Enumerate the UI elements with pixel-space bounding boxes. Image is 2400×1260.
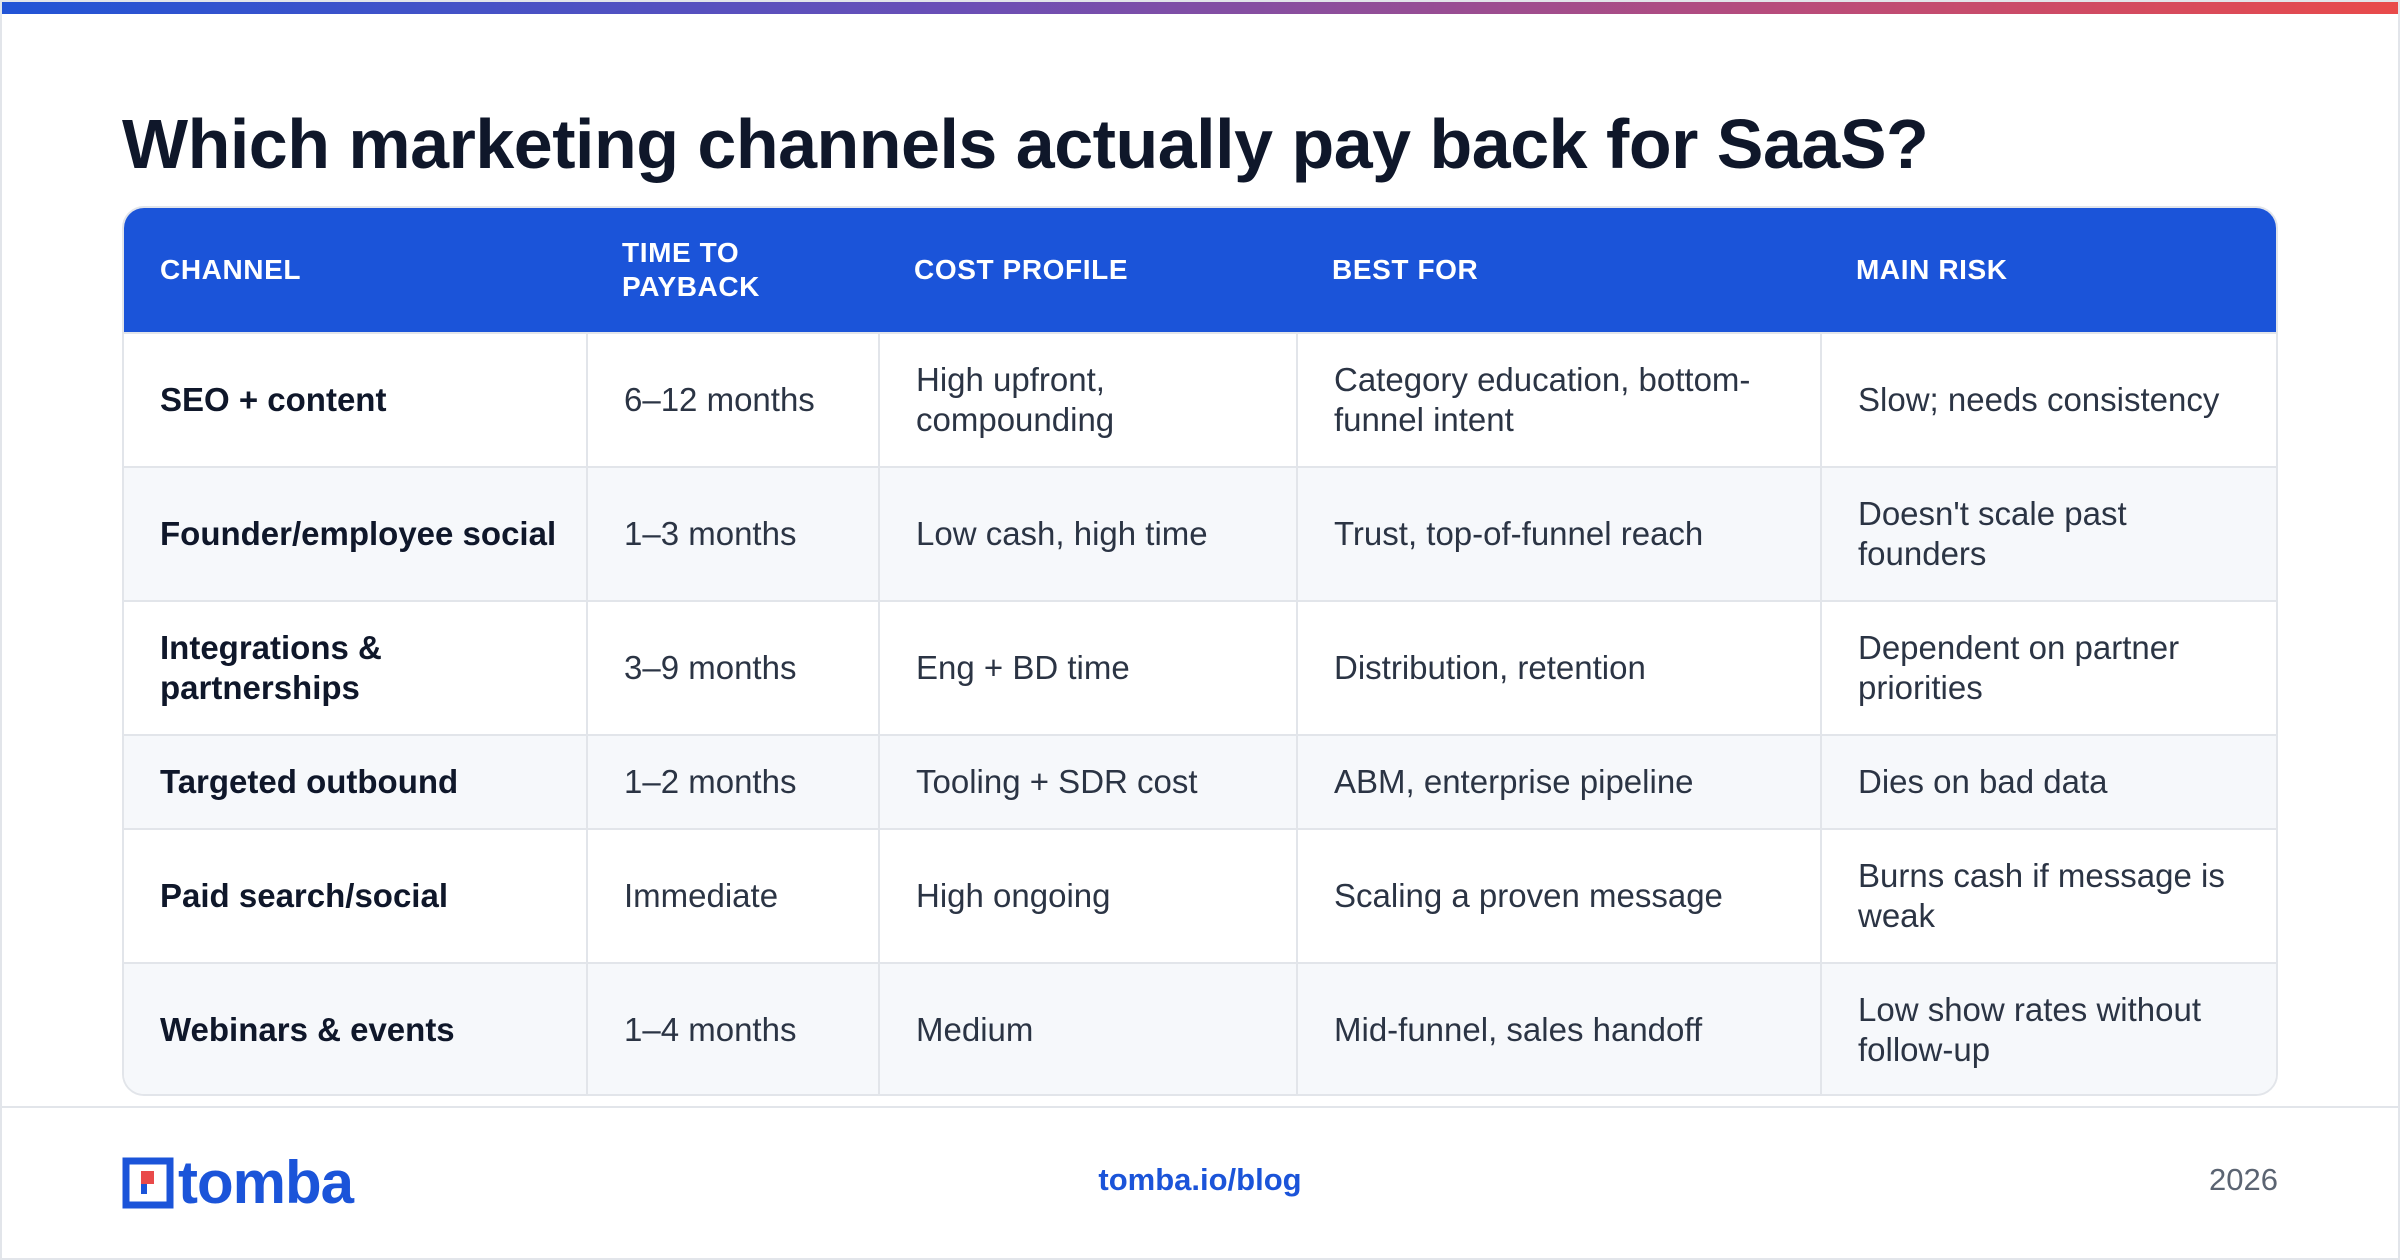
risk-cell: Doesn't scale past founders [1820,468,2276,600]
gradient-accent-bar [0,0,2400,14]
risk-cell: Low show rates without follow-up [1820,964,2276,1094]
channel-cell: Targeted outbound [160,763,459,800]
table-row: Integrations & partnerships 3–9 months E… [124,600,2276,734]
tomba-logo[interactable]: tomba [122,1149,354,1216]
risk-cell: Slow; needs consistency [1820,334,2276,466]
cost-cell: High ongoing [878,830,1296,962]
best-for-cell: ABM, enterprise pipeline [1296,736,1820,828]
channels-table: CHANNEL TIME TO PAYBACK COST PROFILE BES… [122,206,2278,1096]
payback-cell: 1–3 months [586,468,878,600]
footer-divider [0,1106,2400,1108]
channel-cell: Founder/employee social [160,515,557,552]
channel-cell: Webinars & events [160,1011,455,1048]
table-row: Founder/employee social 1–3 months Low c… [124,466,2276,600]
tomba-logo-icon [122,1157,174,1209]
risk-cell: Dies on bad data [1820,736,2276,828]
table-header: CHANNEL TIME TO PAYBACK COST PROFILE BES… [124,208,2276,332]
payback-cell: Immediate [586,830,878,962]
header-channel: CHANNEL [160,254,302,285]
header-cost: COST PROFILE [914,254,1129,285]
payback-cell: 1–4 months [586,964,878,1094]
header-risk: MAIN RISK [1856,254,2008,285]
best-for-cell: Scaling a proven message [1296,830,1820,962]
header-payback: TIME TO PAYBACK [622,237,761,302]
cost-cell: Eng + BD time [878,602,1296,734]
cost-cell: Medium [878,964,1296,1094]
cost-cell: Low cash, high time [878,468,1296,600]
best-for-cell: Distribution, retention [1296,602,1820,734]
table-row: Webinars & events 1–4 months Medium Mid-… [124,962,2276,1094]
best-for-cell: Mid-funnel, sales handoff [1296,964,1820,1094]
page-title: Which marketing channels actually pay ba… [122,105,1929,183]
risk-cell: Burns cash if message is weak [1820,830,2276,962]
cost-cell: High upfront, compounding [878,334,1296,466]
header-best-for: BEST FOR [1332,254,1479,285]
payback-cell: 3–9 months [586,602,878,734]
payback-cell: 6–12 months [586,334,878,466]
table-row: SEO + content 6–12 months High upfront, … [124,332,2276,466]
best-for-cell: Trust, top-of-funnel reach [1296,468,1820,600]
channel-cell: Integrations & partnerships [160,629,382,706]
payback-cell: 1–2 months [586,736,878,828]
table-row: Targeted outbound 1–2 months Tooling + S… [124,734,2276,828]
best-for-cell: Category education, bottom-funnel intent [1296,334,1820,466]
table-row: Paid search/social Immediate High ongoin… [124,828,2276,962]
channel-cell: Paid search/social [160,877,448,914]
cost-cell: Tooling + SDR cost [878,736,1296,828]
blog-link[interactable]: tomba.io/blog [1098,1162,1302,1197]
risk-cell: Dependent on partner priorities [1820,602,2276,734]
footer-year: 2026 [2209,1162,2278,1197]
logo-wordmark: tomba [178,1149,354,1216]
channel-cell: SEO + content [160,381,387,418]
